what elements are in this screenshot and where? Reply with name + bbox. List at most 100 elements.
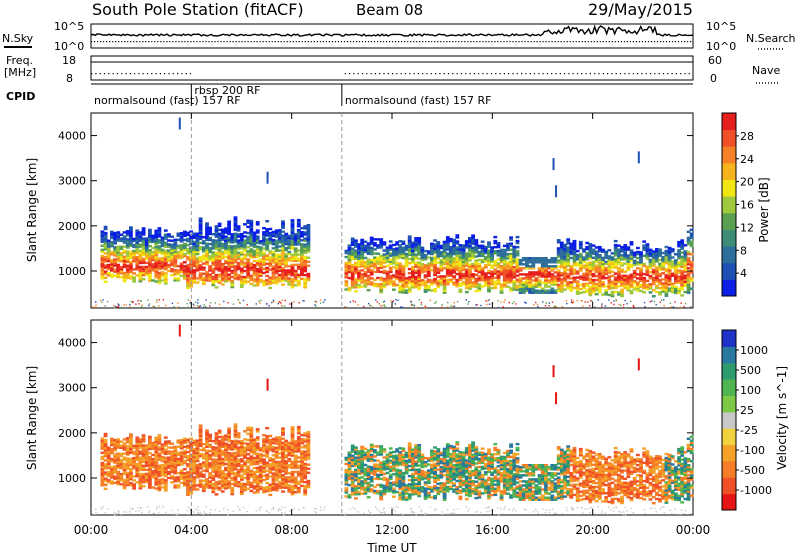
power-cell [293, 237, 298, 240]
power-cell [306, 272, 311, 276]
velocity-cell [220, 463, 225, 467]
nave-point [447, 73, 450, 75]
power-cell [664, 253, 669, 257]
power-cell [407, 282, 412, 285]
power-cell [636, 267, 640, 270]
velocity-cell [243, 448, 247, 451]
power-cell [487, 275, 491, 279]
power-cell [125, 234, 130, 237]
velocity-cell [186, 479, 190, 482]
power-cell [100, 234, 105, 237]
power-cell [148, 275, 152, 278]
velocity-cell [154, 481, 159, 484]
power-cell [636, 289, 640, 292]
power-cell [689, 244, 694, 248]
power-cell [442, 287, 447, 290]
velocity-cell [236, 481, 241, 484]
velocity-cell [217, 441, 222, 445]
power-cell [515, 280, 520, 283]
velocity-cell [135, 466, 140, 470]
power-cell [357, 243, 361, 246]
nsearch-point [530, 41, 532, 43]
power-cell [239, 261, 244, 264]
power-cell [436, 247, 441, 250]
power-cell [195, 250, 200, 254]
power-cell [103, 272, 108, 275]
power-cell [591, 289, 596, 292]
power-cell [110, 230, 114, 234]
nsearch-point [319, 41, 321, 43]
power-cell [236, 253, 241, 256]
power-cell [360, 265, 365, 268]
nsearch-point [181, 41, 183, 43]
velocity-cell [100, 447, 105, 450]
power-cell [502, 252, 507, 256]
power-cell [502, 281, 507, 284]
nsearch-point [121, 41, 123, 43]
nsearch-point [262, 41, 264, 43]
power-cell [480, 252, 485, 256]
power-cell [508, 301, 510, 304]
nsearch-point [620, 41, 622, 43]
velocity-cell [163, 483, 168, 486]
velocity-cell [217, 462, 222, 465]
power-cell [306, 240, 311, 243]
power-cell [540, 265, 545, 268]
velocity-cell [113, 455, 117, 458]
power-cell [236, 241, 241, 244]
power-cell [426, 278, 431, 282]
power-cell [95, 304, 97, 306]
power-cell [195, 240, 200, 244]
velocity-cell [100, 484, 105, 487]
power-cell [303, 227, 308, 230]
power-cell [645, 279, 650, 283]
power-cell [594, 246, 599, 249]
nsearch-point [446, 41, 448, 43]
power-cell [210, 302, 212, 304]
power-cell [544, 305, 547, 307]
power-cell [255, 278, 260, 281]
power-cell [176, 244, 181, 248]
velocity-cell [217, 439, 222, 443]
power-cell [683, 278, 688, 281]
power-cell [125, 272, 130, 276]
power-cell [186, 268, 190, 271]
velocity-cell [243, 460, 247, 463]
power-cell [284, 263, 289, 266]
nsearch-point [145, 41, 147, 43]
power-cell [642, 246, 647, 249]
power-cell [314, 300, 316, 303]
nsearch-point [178, 41, 180, 43]
nsearch-point [292, 41, 294, 43]
power-cell [439, 265, 444, 268]
velocity-cell [214, 472, 219, 476]
power-cell [636, 283, 640, 286]
power-cell [350, 286, 355, 289]
velocity-cell [243, 442, 247, 445]
power-cell [154, 270, 159, 273]
power-cell [570, 301, 573, 303]
power-cell [296, 237, 301, 240]
nave-point [349, 73, 351, 75]
power-cell [281, 238, 285, 242]
power-cell [170, 263, 174, 267]
power-cell [604, 272, 609, 276]
power-cell [658, 272, 662, 276]
power-cell [502, 269, 507, 272]
power-cell [404, 252, 409, 256]
power-cell [182, 230, 187, 233]
nave-point [361, 73, 364, 75]
power-cell [670, 262, 675, 265]
power-cell [525, 265, 529, 268]
power-cell [214, 286, 219, 289]
power-cell [553, 283, 558, 286]
power-cell [122, 265, 127, 269]
power-cell [390, 300, 392, 302]
power-cell [296, 235, 301, 238]
power-cell [392, 249, 396, 253]
power-cell [211, 245, 216, 248]
power-cell [449, 237, 453, 241]
power-cell [582, 260, 586, 263]
cpid-segment-label: normalsound (fast) 157 RF [94, 94, 241, 107]
velocity-cell [116, 452, 121, 455]
